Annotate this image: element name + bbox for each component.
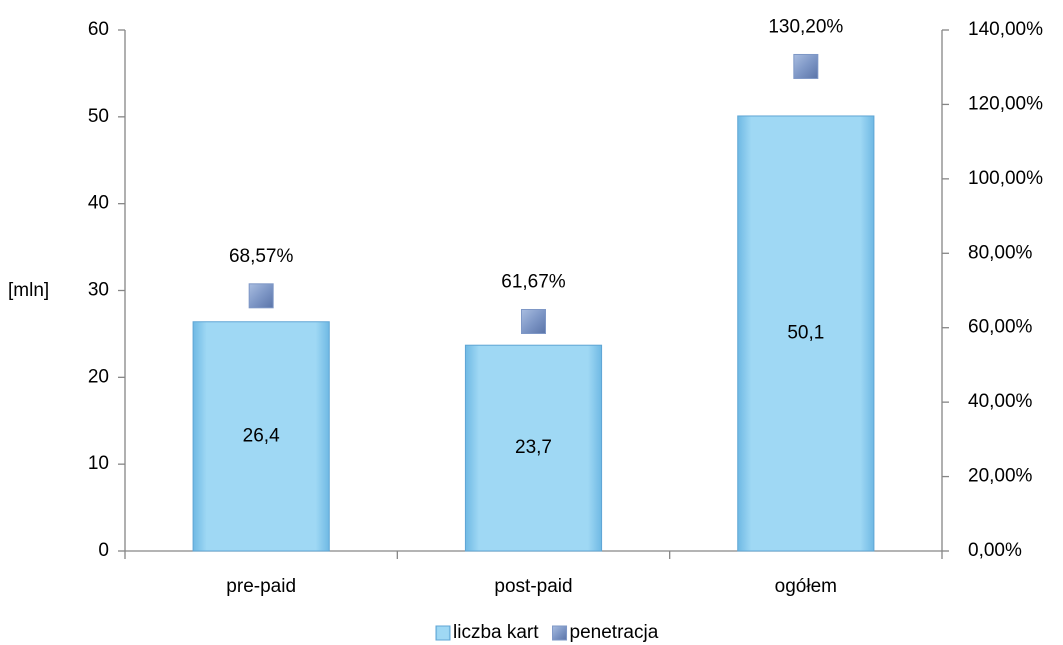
x-tick-label: post-paid — [494, 576, 572, 597]
bar-label: 50,1 — [787, 322, 824, 343]
bar — [737, 115, 875, 552]
marker — [248, 283, 274, 309]
y-axis-label: [mln] — [8, 280, 49, 301]
y-tick-label: 50 — [88, 106, 109, 127]
y-tick-label: 20 — [88, 366, 109, 387]
y2-tick-label: 140,00% — [968, 19, 1043, 40]
bar — [192, 321, 330, 552]
y2-tick-label: 40,00% — [968, 391, 1033, 412]
legend-swatch — [552, 625, 568, 641]
legend-swatch — [435, 625, 451, 641]
y-tick-label: 10 — [88, 453, 109, 474]
y2-tick-label: 120,00% — [968, 93, 1043, 114]
bar — [464, 344, 603, 552]
y2-tick-label: 100,00% — [968, 168, 1043, 189]
marker-label: 68,57% — [229, 246, 294, 267]
x-tick-label: pre-paid — [226, 576, 296, 597]
bar-label: 23,7 — [515, 437, 552, 458]
y-tick-label: 60 — [88, 19, 109, 40]
legend-label: penetracja — [570, 622, 659, 643]
marker-label: 61,67% — [501, 272, 566, 293]
marker — [521, 308, 546, 334]
y2-tick-label: 80,00% — [968, 242, 1033, 263]
x-tick-label: ogółem — [775, 576, 837, 597]
y2-tick-label: 0,00% — [968, 540, 1022, 561]
marker — [793, 53, 819, 79]
marker-label: 130,20% — [768, 16, 843, 37]
y-tick-label: 0 — [98, 540, 109, 561]
y-tick-label: 30 — [88, 280, 109, 301]
legend-label: liczba kart — [453, 622, 539, 643]
bar-label: 26,4 — [243, 425, 280, 446]
y-tick-label: 40 — [88, 193, 109, 214]
y2-tick-label: 20,00% — [968, 466, 1033, 487]
y2-tick-label: 60,00% — [968, 317, 1033, 338]
